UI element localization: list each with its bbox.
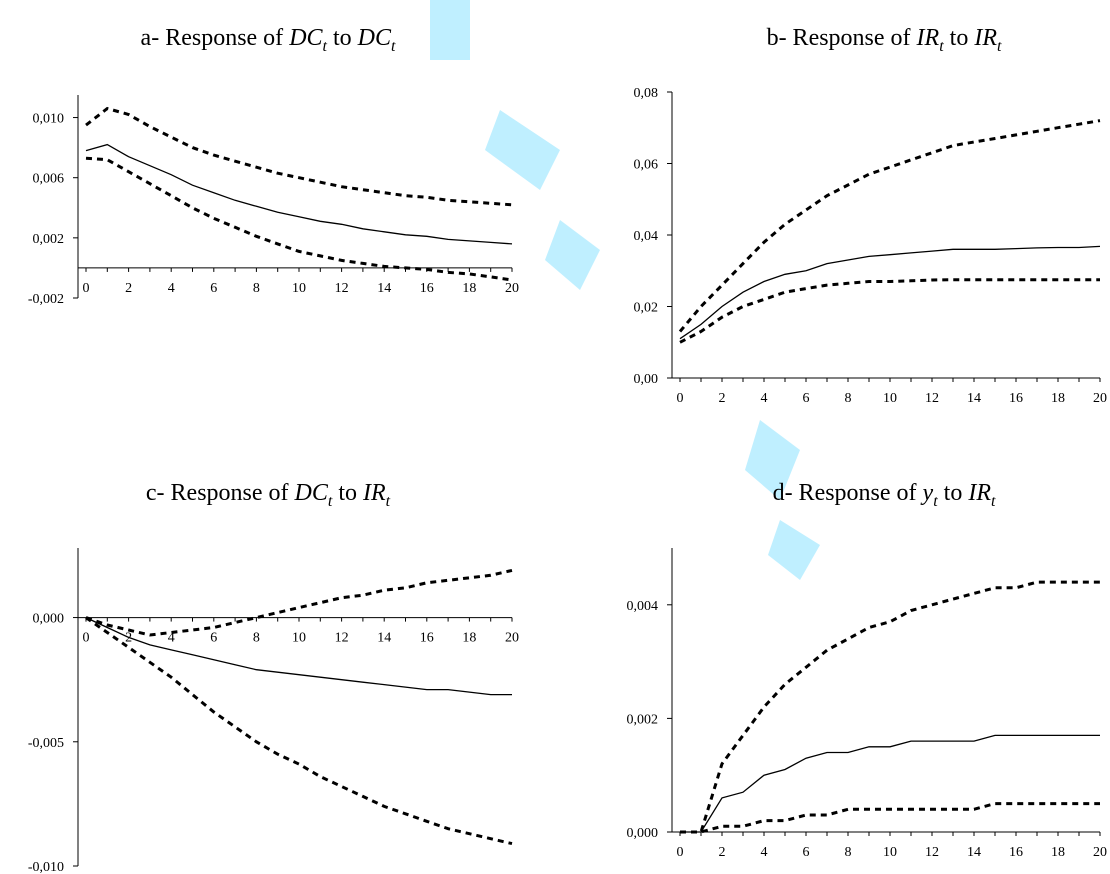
x-tick-label: 4 — [168, 631, 175, 646]
x-tick-label: 18 — [1051, 391, 1065, 406]
x-tick-label: 14 — [967, 845, 981, 860]
confidence-band-line — [85, 156, 513, 282]
x-tick-label: 20 — [1093, 391, 1107, 406]
x-tick-label: 6 — [803, 845, 810, 860]
x-tick-label: 4 — [761, 391, 768, 406]
x-tick-label: 10 — [883, 845, 897, 860]
x-tick-label: 4 — [761, 845, 768, 860]
confidence-band-line — [85, 616, 513, 846]
y-tick-label: -0,005 — [28, 736, 64, 751]
panel-a: a- Response of DCt to DCt -0,002 0,002 0,00… — [28, 25, 519, 307]
y-tick-label: 0,002 — [33, 232, 65, 247]
y-tick-label: 0,000 — [33, 612, 65, 627]
x-tick-label: 0 — [677, 391, 684, 406]
x-tick-label: 0 — [83, 631, 90, 646]
x-tick-label: 14 — [967, 391, 981, 406]
panel-title: b- Response of IRt to IRt — [767, 25, 1002, 55]
y-tick-label: 0,06 — [634, 158, 659, 173]
x-tick-label: 12 — [335, 281, 349, 296]
x-tick-label: 14 — [377, 281, 391, 296]
y-tick-label: 0,08 — [634, 86, 659, 101]
x-tick-label: 8 — [845, 391, 852, 406]
x-tick-label: 10 — [292, 631, 306, 646]
confidence-band-line — [85, 568, 513, 637]
confidence-band-line — [85, 106, 513, 207]
x-tick-label: 8 — [845, 845, 852, 860]
response-line — [680, 734, 1100, 833]
x-tick-label: 20 — [505, 631, 519, 646]
watermark — [430, 0, 820, 580]
panels: a- Response of DCt to DCt-0,0020,0020,00… — [28, 25, 1107, 874]
x-tick-label: 8 — [253, 281, 260, 296]
confidence-band-line — [679, 278, 1100, 344]
y-tick-label: 0,04 — [634, 229, 659, 244]
x-tick-label: 18 — [1051, 845, 1065, 860]
x-tick-label: 18 — [462, 281, 476, 296]
panel-c: c- Response of DCt to IRt -0,010 -0,005 0,0… — [28, 480, 519, 874]
y-tick-label: -0,002 — [28, 292, 64, 307]
response-line — [85, 143, 513, 245]
x-tick-label: 8 — [253, 631, 260, 646]
response-line — [679, 245, 1101, 340]
x-tick-label: 14 — [377, 631, 391, 646]
confidence-band-line — [678, 119, 1101, 333]
x-tick-label: 0 — [677, 845, 684, 860]
x-tick-label: 6 — [210, 281, 217, 296]
panel-b: b- Response of IRt to IRt 0,00 0,02 0,04 0,0… — [634, 25, 1108, 406]
confidence-band-line — [680, 802, 1100, 834]
confidence-band-line — [680, 580, 1100, 834]
x-tick-label: 16 — [1009, 391, 1023, 406]
x-tick-label: 20 — [1093, 845, 1107, 860]
y-tick-label: 0,010 — [33, 112, 65, 127]
y-tick-label: 0,00 — [634, 372, 659, 387]
x-tick-label: 2 — [125, 281, 132, 296]
x-tick-label: 20 — [505, 281, 519, 296]
y-tick-label: 0,000 — [627, 826, 659, 841]
x-tick-label: 12 — [925, 845, 939, 860]
x-tick-label: 6 — [210, 631, 217, 646]
x-tick-label: 10 — [883, 391, 897, 406]
x-tick-label: 12 — [335, 631, 349, 646]
panel-d: d- Response of yt to IRt 0,000 0,002 0,004 0… — [627, 480, 1108, 860]
x-tick-label: 12 — [925, 391, 939, 406]
panel-title: a- Response of DCt to DCt — [141, 25, 396, 55]
y-tick-label: 0,02 — [634, 301, 659, 316]
x-tick-label: 4 — [168, 281, 175, 296]
x-tick-label: 0 — [83, 281, 90, 296]
x-tick-label: 16 — [420, 631, 434, 646]
y-tick-label: 0,004 — [627, 599, 659, 614]
x-tick-label: 16 — [1009, 845, 1023, 860]
x-tick-label: 2 — [719, 391, 726, 406]
x-tick-label: 2 — [719, 845, 726, 860]
x-tick-label: 18 — [462, 631, 476, 646]
x-tick-label: 6 — [803, 391, 810, 406]
response-line — [85, 617, 512, 696]
panel-title: d- Response of yt to IRt — [773, 480, 996, 510]
panel-title: c- Response of DCt to IRt — [146, 480, 391, 510]
y-tick-label: -0,010 — [28, 860, 64, 874]
x-tick-label: 10 — [292, 281, 306, 296]
y-tick-label: 0,002 — [627, 712, 659, 727]
y-tick-label: 0,006 — [33, 172, 65, 187]
x-tick-label: 16 — [420, 281, 434, 296]
